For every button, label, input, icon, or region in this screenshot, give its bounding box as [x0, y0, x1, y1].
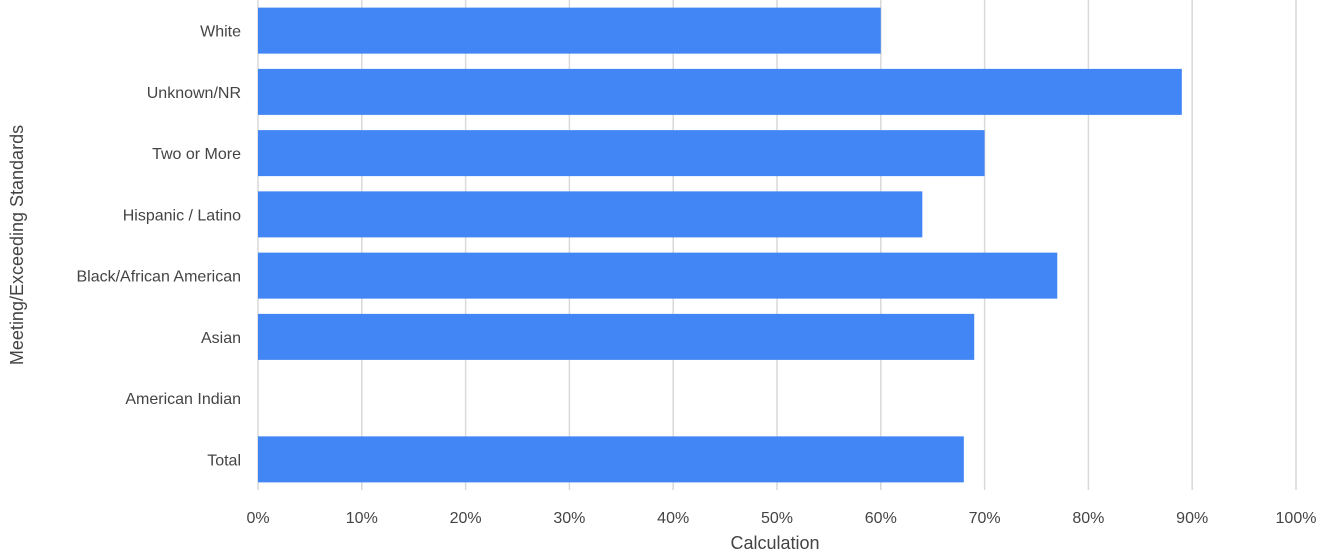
x-tick-label: 70% [969, 510, 1001, 527]
x-tick-labels: 0% 10% 20% 30% 40% 50% 60% 70% 80% 90% 100% [246, 510, 1316, 527]
y-tick-label: Black/African American [76, 269, 241, 286]
x-tick-label: 100% [1276, 510, 1317, 527]
bar [258, 313, 975, 360]
y-tick-label: White [200, 24, 241, 41]
bars [258, 7, 1182, 483]
bar [258, 252, 1058, 299]
y-tick-label: Two or More [152, 146, 241, 163]
x-tick-label: 20% [450, 510, 482, 527]
y-tick-label: Hispanic / Latino [123, 207, 241, 224]
y-axis-title: Meeting/Exceeding Standards [7, 125, 27, 365]
x-tick-label: 50% [761, 510, 793, 527]
x-tick-label: 30% [553, 510, 585, 527]
bar [258, 130, 985, 177]
bar [258, 7, 881, 54]
bar [258, 68, 1182, 115]
x-tick-label: 60% [865, 510, 897, 527]
y-tick-label: American Indian [125, 391, 241, 408]
bar [258, 436, 964, 483]
x-tick-label: 10% [346, 510, 378, 527]
bar [258, 191, 923, 238]
x-tick-label: 90% [1176, 510, 1208, 527]
x-tick-label: 80% [1072, 510, 1104, 527]
x-axis-title: Calculation [730, 533, 819, 553]
x-tick-label: 40% [657, 510, 689, 527]
x-tick-label: 0% [246, 510, 269, 527]
y-tick-label: Total [207, 452, 241, 469]
y-tick-label: Unknown/NR [147, 85, 241, 102]
y-tick-labels: White Unknown/NR Two or More Hispanic / Lat… [76, 24, 241, 470]
y-tick-label: Asian [201, 330, 241, 347]
